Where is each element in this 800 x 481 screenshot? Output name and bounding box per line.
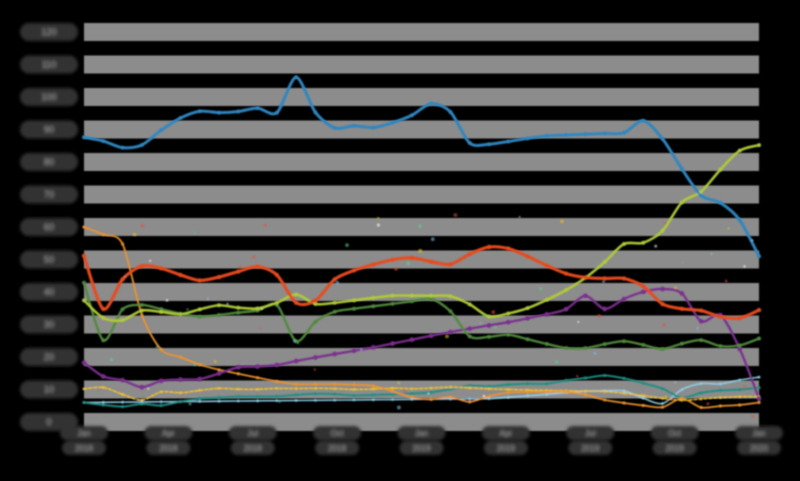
svg-text:2019: 2019 bbox=[497, 444, 515, 453]
svg-text:2018: 2018 bbox=[328, 444, 346, 453]
svg-text:2019: 2019 bbox=[413, 444, 431, 453]
svg-text:Apr: Apr bbox=[162, 429, 175, 438]
svg-text:20: 20 bbox=[44, 352, 54, 362]
svg-text:120: 120 bbox=[41, 27, 56, 37]
svg-text:2018: 2018 bbox=[159, 444, 177, 453]
svg-text:50: 50 bbox=[44, 255, 54, 265]
svg-text:Jan: Jan bbox=[415, 429, 428, 438]
svg-text:80: 80 bbox=[44, 157, 54, 167]
svg-text:70: 70 bbox=[44, 190, 54, 200]
svg-text:2019: 2019 bbox=[581, 444, 599, 453]
svg-text:110: 110 bbox=[42, 60, 56, 70]
svg-text:100: 100 bbox=[41, 92, 56, 102]
svg-text:2018: 2018 bbox=[244, 444, 262, 453]
svg-text:Apr: Apr bbox=[500, 429, 513, 438]
svg-text:Jan: Jan bbox=[78, 429, 91, 438]
svg-text:0: 0 bbox=[46, 417, 51, 427]
svg-text:2019: 2019 bbox=[666, 444, 684, 453]
svg-text:30: 30 bbox=[44, 320, 54, 330]
svg-text:90: 90 bbox=[44, 125, 54, 135]
svg-text:2020: 2020 bbox=[750, 444, 768, 453]
svg-text:Jul: Jul bbox=[585, 429, 595, 438]
svg-text:Jul: Jul bbox=[248, 429, 258, 438]
svg-text:40: 40 bbox=[44, 287, 54, 297]
svg-text:10: 10 bbox=[44, 385, 54, 395]
svg-text:60: 60 bbox=[44, 222, 54, 232]
svg-text:2018: 2018 bbox=[75, 444, 93, 453]
svg-text:Oct: Oct bbox=[331, 429, 344, 438]
svg-text:Oct: Oct bbox=[668, 429, 681, 438]
svg-text:Jan: Jan bbox=[753, 429, 766, 438]
